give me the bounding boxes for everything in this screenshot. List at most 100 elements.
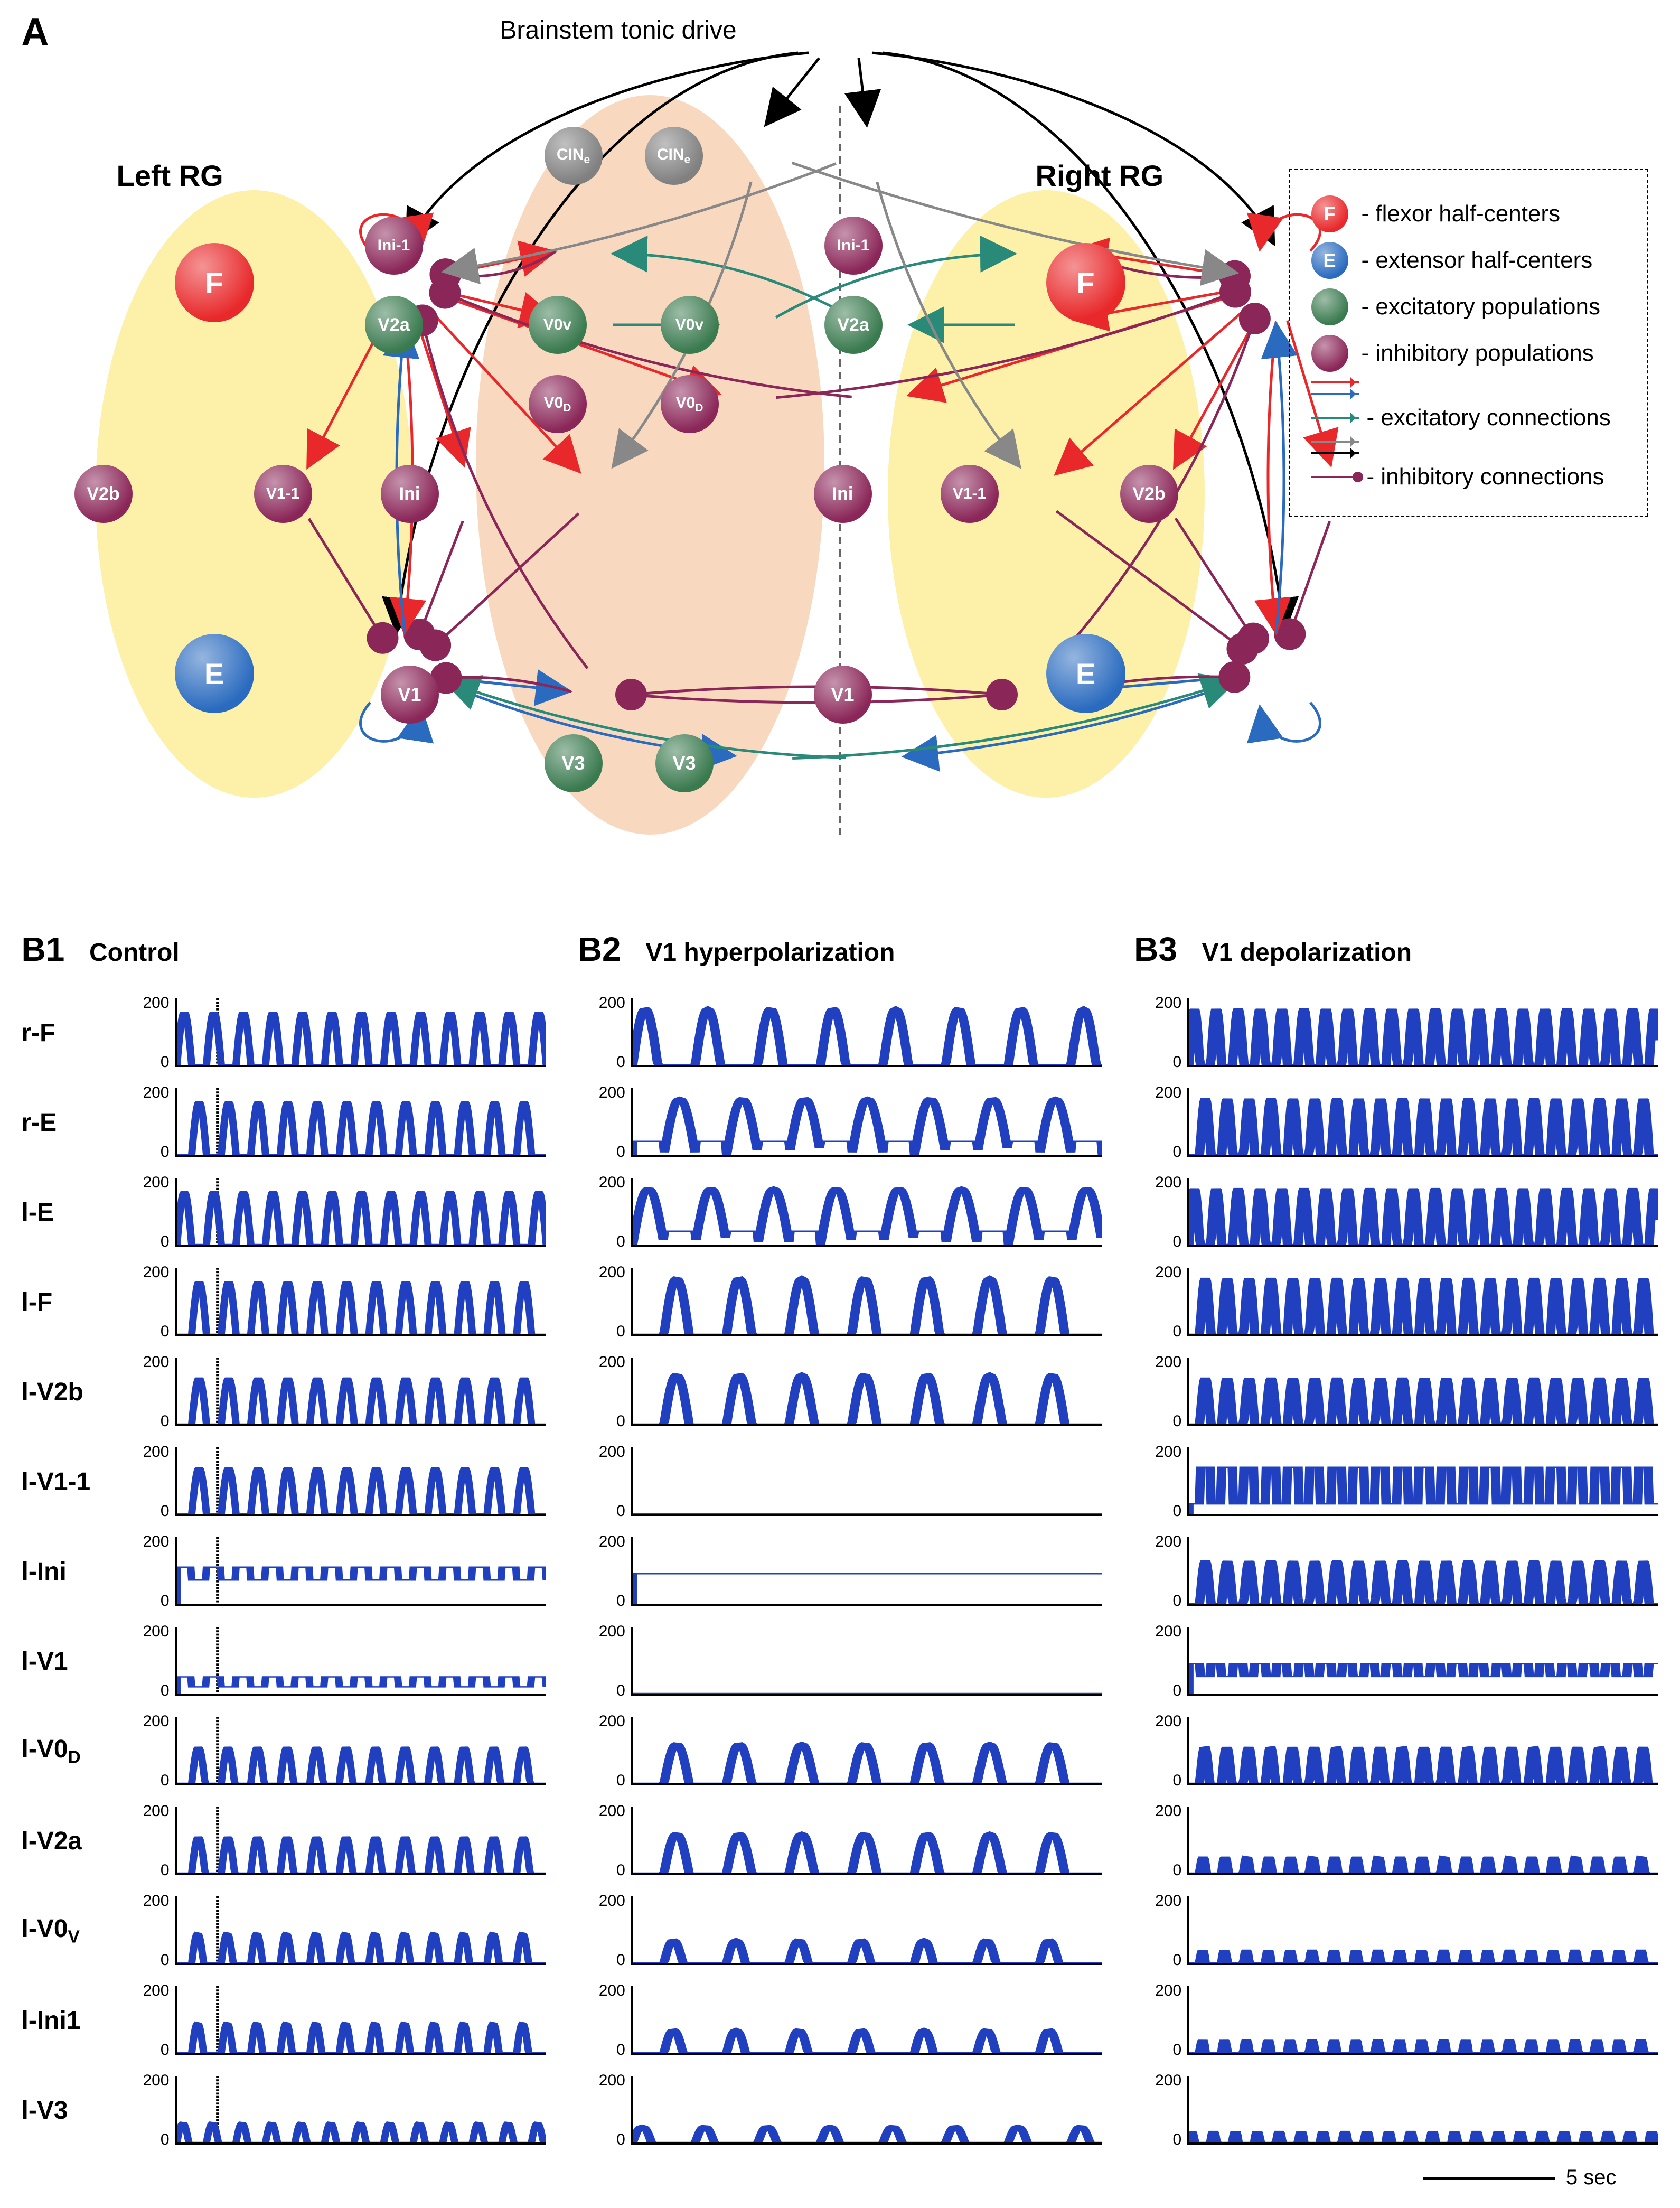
axis-ticks: 2000 [594,1627,631,1696]
trace-plot [175,1088,546,1157]
node-l_Ini1: Ini-1 [365,217,423,275]
trace-plot [631,1896,1102,1965]
node-r_V2b: V2b [1120,465,1178,523]
col-header-B2: B2 V1 hyperpolarization [578,930,1102,972]
legend-item-3: - inhibitory populations [1311,335,1626,372]
trace-B3-l-Ini: 2000 [1134,1527,1658,1616]
node-l_F: F [175,243,254,322]
trace-B1-l-E: l-E2000 [22,1167,546,1257]
row-label-l-Ini: l-Ini [22,1557,138,1586]
trace-B1-l-V2a: l-V2a2000 [22,1796,546,1886]
legend-item-6: - excitatory connections [1311,405,1626,431]
node-l_Ini: Ini [381,465,439,523]
row-label-l-V0D: l-V0D [22,1735,138,1768]
axis-ticks: 2000 [138,1986,175,2055]
trace-B3-l-V2a: 2000 [1134,1796,1658,1886]
trace-plot [631,1537,1102,1606]
trace-B1-l-V3: l-V32000 [22,2065,546,2155]
legend: F- flexor half-centersE- extensor half-c… [1289,169,1648,517]
trace-plot [175,1896,546,1965]
scalebar-line [1423,2177,1555,2180]
axis-ticks: 2000 [138,1178,175,1247]
trace-plot [1187,1627,1658,1696]
trace-B2-l-V0D: 2000 [578,1706,1102,1796]
col-b3: B3 V1 depolarization20002000200020002000… [1134,930,1658,2155]
trace-B2-r-E: 2000 [578,1078,1102,1167]
node-r_V0v: V0v [661,296,719,354]
trace-B1-l-V1: l-V12000 [22,1616,546,1706]
trace-plot [1187,1807,1658,1875]
trace-plot [1187,1896,1658,1965]
axis-ticks: 2000 [1150,1537,1187,1606]
node-l_E: E [175,634,254,713]
trace-B1-l-V2b: l-V2b2000 [22,1347,546,1437]
figure: A Brainstem tonic drive Left RG Right RG… [22,11,1659,2190]
trace-plot [631,1358,1102,1426]
legend-item-1: E- extensor half-centers [1311,242,1626,279]
trace-B2-l-Ini1: 2000 [578,1976,1102,2065]
trace-plot [175,1807,546,1875]
row-label-r-E: r-E [22,1108,138,1137]
trace-B1-l-V0V: l-V0V2000 [22,1886,546,1976]
node-r_V1_1: V1-1 [941,465,999,523]
axis-ticks: 2000 [594,1717,631,1785]
row-label-l-V2b: l-V2b [22,1378,138,1407]
trace-B1-l-Ini1: l-Ini12000 [22,1976,546,2065]
legend-item-8 [1311,452,1626,454]
axis-ticks: 2000 [1150,1717,1187,1785]
legend-item-4 [1311,381,1626,383]
axis-ticks: 2000 [1150,1807,1187,1875]
trace-B2-l-Ini: 2000 [578,1527,1102,1616]
trace-plot [175,1537,546,1606]
trace-B2-l-V0V: 2000 [578,1886,1102,1976]
trace-plot [631,1627,1102,1696]
trace-plot [631,1807,1102,1875]
trace-B3-l-V2b: 2000 [1134,1347,1658,1437]
panel-a: A Brainstem tonic drive Left RG Right RG… [22,11,1659,909]
row-label-l-Ini1: l-Ini1 [22,2006,138,2035]
axis-ticks: 2000 [594,1807,631,1875]
trace-B2-r-F: 2000 [578,988,1102,1078]
node-l_CINe: CINe [545,127,603,185]
axis-ticks: 2000 [1150,1178,1187,1247]
trace-plot [1187,1358,1658,1426]
axis-ticks: 2000 [1150,1627,1187,1696]
trace-plot [175,2076,546,2145]
node-l_V2a: V2a [365,296,423,354]
trace-B1-l-Ini: l-Ini2000 [22,1527,546,1616]
trace-B1-l-F: l-F2000 [22,1257,546,1347]
trace-plot [175,1178,546,1247]
axis-ticks: 2000 [138,1447,175,1516]
trace-B1-r-F: r-F2000 [22,988,546,1078]
trace-B1-r-E: r-E2000 [22,1078,546,1167]
trace-plot [1187,1986,1658,2055]
trace-plot [175,1717,546,1785]
node-r_V0d: V0D [661,375,719,433]
trace-plot [1187,1537,1658,1606]
legend-item-5 [1311,393,1626,395]
trace-plot [1187,1178,1658,1247]
axis-ticks: 2000 [138,1807,175,1875]
scalebar-text: 5 sec [1566,2166,1617,2189]
trace-plot [175,1627,546,1696]
trace-B3-l-V1: 2000 [1134,1616,1658,1706]
row-label-l-V0V: l-V0V [22,1914,138,1948]
trace-B2-l-F: 2000 [578,1257,1102,1347]
axis-ticks: 2000 [138,1627,175,1696]
trace-B3-l-V1-1: 2000 [1134,1437,1658,1527]
node-r_Ini1: Ini-1 [824,217,883,275]
trace-B3-l-E: 2000 [1134,1167,1658,1257]
trace-plot [1187,2076,1658,2145]
axis-ticks: 2000 [138,2076,175,2145]
legend-item-9: - inhibitory connections [1311,464,1626,490]
trace-B3-r-F: 2000 [1134,988,1658,1078]
node-r_E: E [1046,634,1125,713]
node-r_CINe: CINe [645,127,703,185]
node-l_V0d: V0D [529,375,587,433]
axis-ticks: 2000 [594,1178,631,1247]
axis-ticks: 2000 [138,1537,175,1606]
trace-B3-l-F: 2000 [1134,1257,1658,1347]
trace-B2-l-V1-1: 2000 [578,1437,1102,1527]
trace-B2-l-V2a: 2000 [578,1796,1102,1886]
node-l_V3: V3 [545,734,603,792]
